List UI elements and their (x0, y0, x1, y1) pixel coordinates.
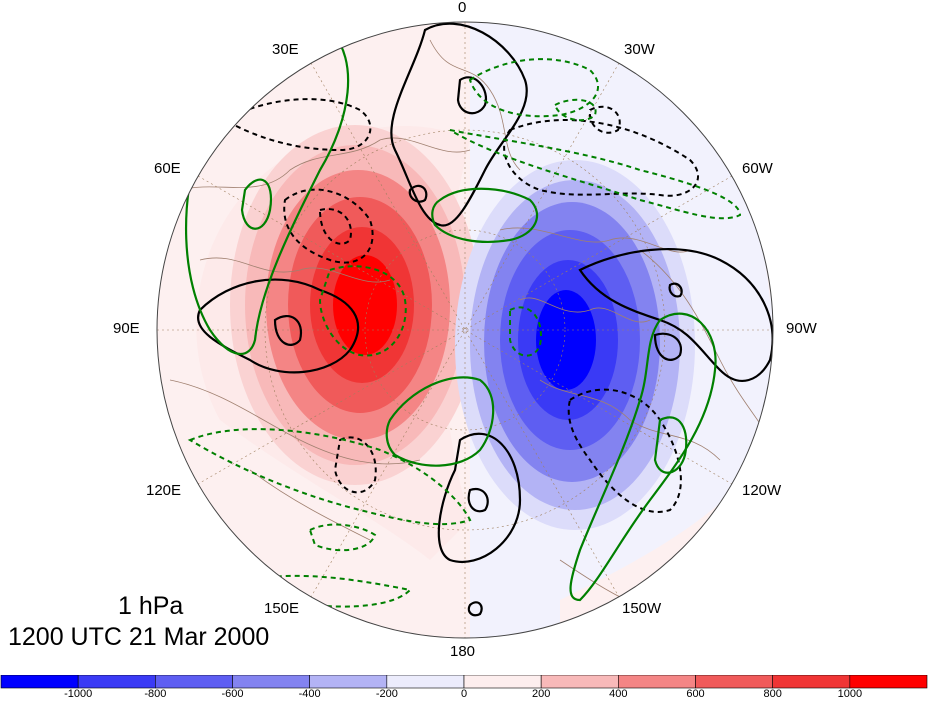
graticule (157, 22, 773, 638)
lon-label-30e: 30E (272, 41, 299, 58)
lon-label-120w: 120W (742, 482, 782, 499)
colorbar-swatch-4 (309, 675, 388, 689)
colorbar-tick-label: -400 (298, 688, 321, 700)
colorbar-swatch-7 (540, 675, 619, 689)
colorbar-tick-label: 0 (460, 688, 468, 700)
colorbar-swatch-10 (772, 675, 851, 689)
black-contours (197, 22, 773, 617)
time-label: 1200 UTC 21 Mar 2000 (8, 623, 270, 651)
colorbar-swatch-2 (155, 675, 233, 689)
lon-label-30w: 30W (624, 41, 655, 58)
lon-label-90e: 90E (113, 320, 140, 337)
colorbar-tick-label: -200 (375, 688, 398, 700)
colorbar-tick-label: -1000 (64, 688, 93, 700)
map-disk (157, 22, 773, 638)
level-label: 1 hPa (118, 592, 184, 620)
lon-label-60e: 60E (154, 160, 181, 177)
black-dashed-contours (222, 98, 700, 513)
colorbar-tick-label: -600 (221, 688, 244, 700)
lon-label-90w: 90W (786, 320, 817, 337)
colorbar-tick-label: -800 (144, 688, 167, 700)
colorbar-swatch-5 (386, 675, 465, 689)
lon-label-60w: 60W (742, 160, 773, 177)
colorbar-swatch-9 (695, 675, 773, 689)
colorbar-swatch-0 (0, 675, 79, 689)
colorbar-tick-label: 600 (686, 688, 705, 700)
colorbar-tick-label: 200 (531, 688, 551, 700)
colorbar-tick-label: 800 (763, 688, 782, 700)
colorbar-swatch-3 (232, 675, 310, 689)
colorbar-tick-label: 1000 (837, 688, 863, 700)
lon-label-150e: 150E (264, 600, 300, 617)
colorbar-swatch-11 (849, 675, 928, 689)
positive-anomaly (230, 125, 480, 485)
negative-anomaly (455, 160, 695, 530)
lon-label-120e: 120E (146, 482, 182, 499)
lon-label-180: 180 (450, 643, 476, 660)
colorbar-tick-label: 400 (609, 688, 628, 700)
lon-label-0: 0 (458, 0, 467, 16)
lon-label-150w: 150W (622, 600, 662, 617)
colorbar (0, 675, 928, 689)
colorbar-swatch-8 (618, 675, 696, 689)
colorbar-swatch-1 (77, 675, 156, 689)
colorbar-swatch-6 (463, 675, 542, 689)
